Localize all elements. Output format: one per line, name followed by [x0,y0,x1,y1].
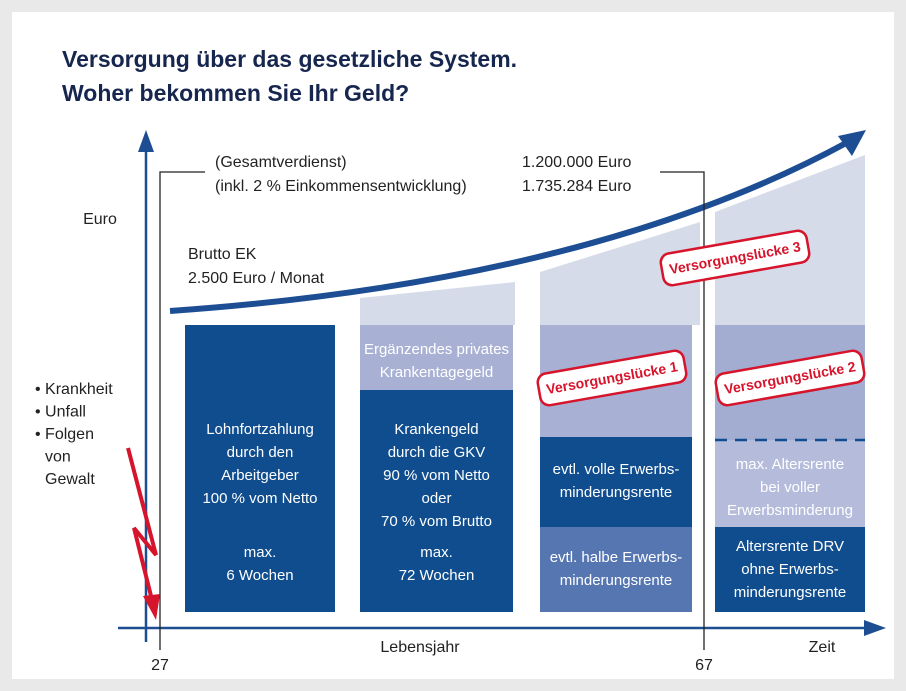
column-text: evtl. volle Erwerbs- [553,461,680,478]
title: Woher bekommen Sie Ihr Geld? [62,80,409,106]
brackets [159,171,705,650]
y-axis-label: Euro [83,211,117,228]
risk-label: • Krankheit [35,381,113,398]
column-text: ohne Erwerbs- [741,561,839,578]
column-text: minderungsrente [734,584,847,601]
risk-label: • Unfall [35,404,86,421]
column-text: Arbeitgeber [221,467,299,484]
column-text: minderungsrente [560,572,673,589]
column-text: bei voller [760,479,820,496]
badge-frame [659,229,811,287]
column-text: Lohnfortzahlung [206,421,314,438]
column-text: minderungsrente [560,484,673,501]
column-text: 90 % vom Netto [383,467,490,484]
column-text: max. [244,544,277,561]
curve-arrow [838,130,866,156]
column-text: Krankentagegeld [380,364,493,381]
column-text: Altersrente DRV [736,538,844,555]
risk-label: • Folgen [35,426,94,443]
annotation: Brutto EK [188,246,257,263]
annotation: (Gesamtverdienst) [215,154,347,171]
column-text: 70 % vom Brutto [381,513,492,530]
annotation: 1.200.000 Euro [522,154,632,171]
column-text: 6 Wochen [226,567,293,584]
badge-frame [536,349,688,407]
column-text: durch die GKV [388,444,486,461]
income-curve [169,139,850,314]
column-text: durch den [227,444,294,461]
annotation: 2.500 Euro / Monat [188,270,325,287]
lightning-tip [143,594,160,620]
column-text: evtl. halbe Erwerbs- [550,549,683,566]
annotation: (inkl. 2 % Einkommensentwicklung) [215,178,467,195]
annotation: 1.735.284 Euro [522,178,632,195]
column-text: max. Altersrente [736,456,844,473]
risk-label: von [45,449,71,466]
column-text: Erwerbsminderung [727,502,853,519]
title: Versorgung über das gesetzliche System. [62,46,517,72]
column-text: Ergänzendes privates [364,341,509,358]
x-axis-label: Lebensjahr [380,639,460,656]
column-text: oder [421,490,451,507]
lightning [126,447,158,601]
axes [118,130,886,642]
x-axis-end: Zeit [809,639,836,656]
risk-label: Gewalt [45,471,95,488]
column-text: Krankengeld [394,421,478,438]
column-text: max. [420,544,453,561]
column-text: 100 % vom Netto [202,490,317,507]
badge-frame [714,349,866,407]
column-text: 72 Wochen [399,567,475,584]
age-label: 67 [695,657,713,674]
age-label: 27 [151,657,169,674]
